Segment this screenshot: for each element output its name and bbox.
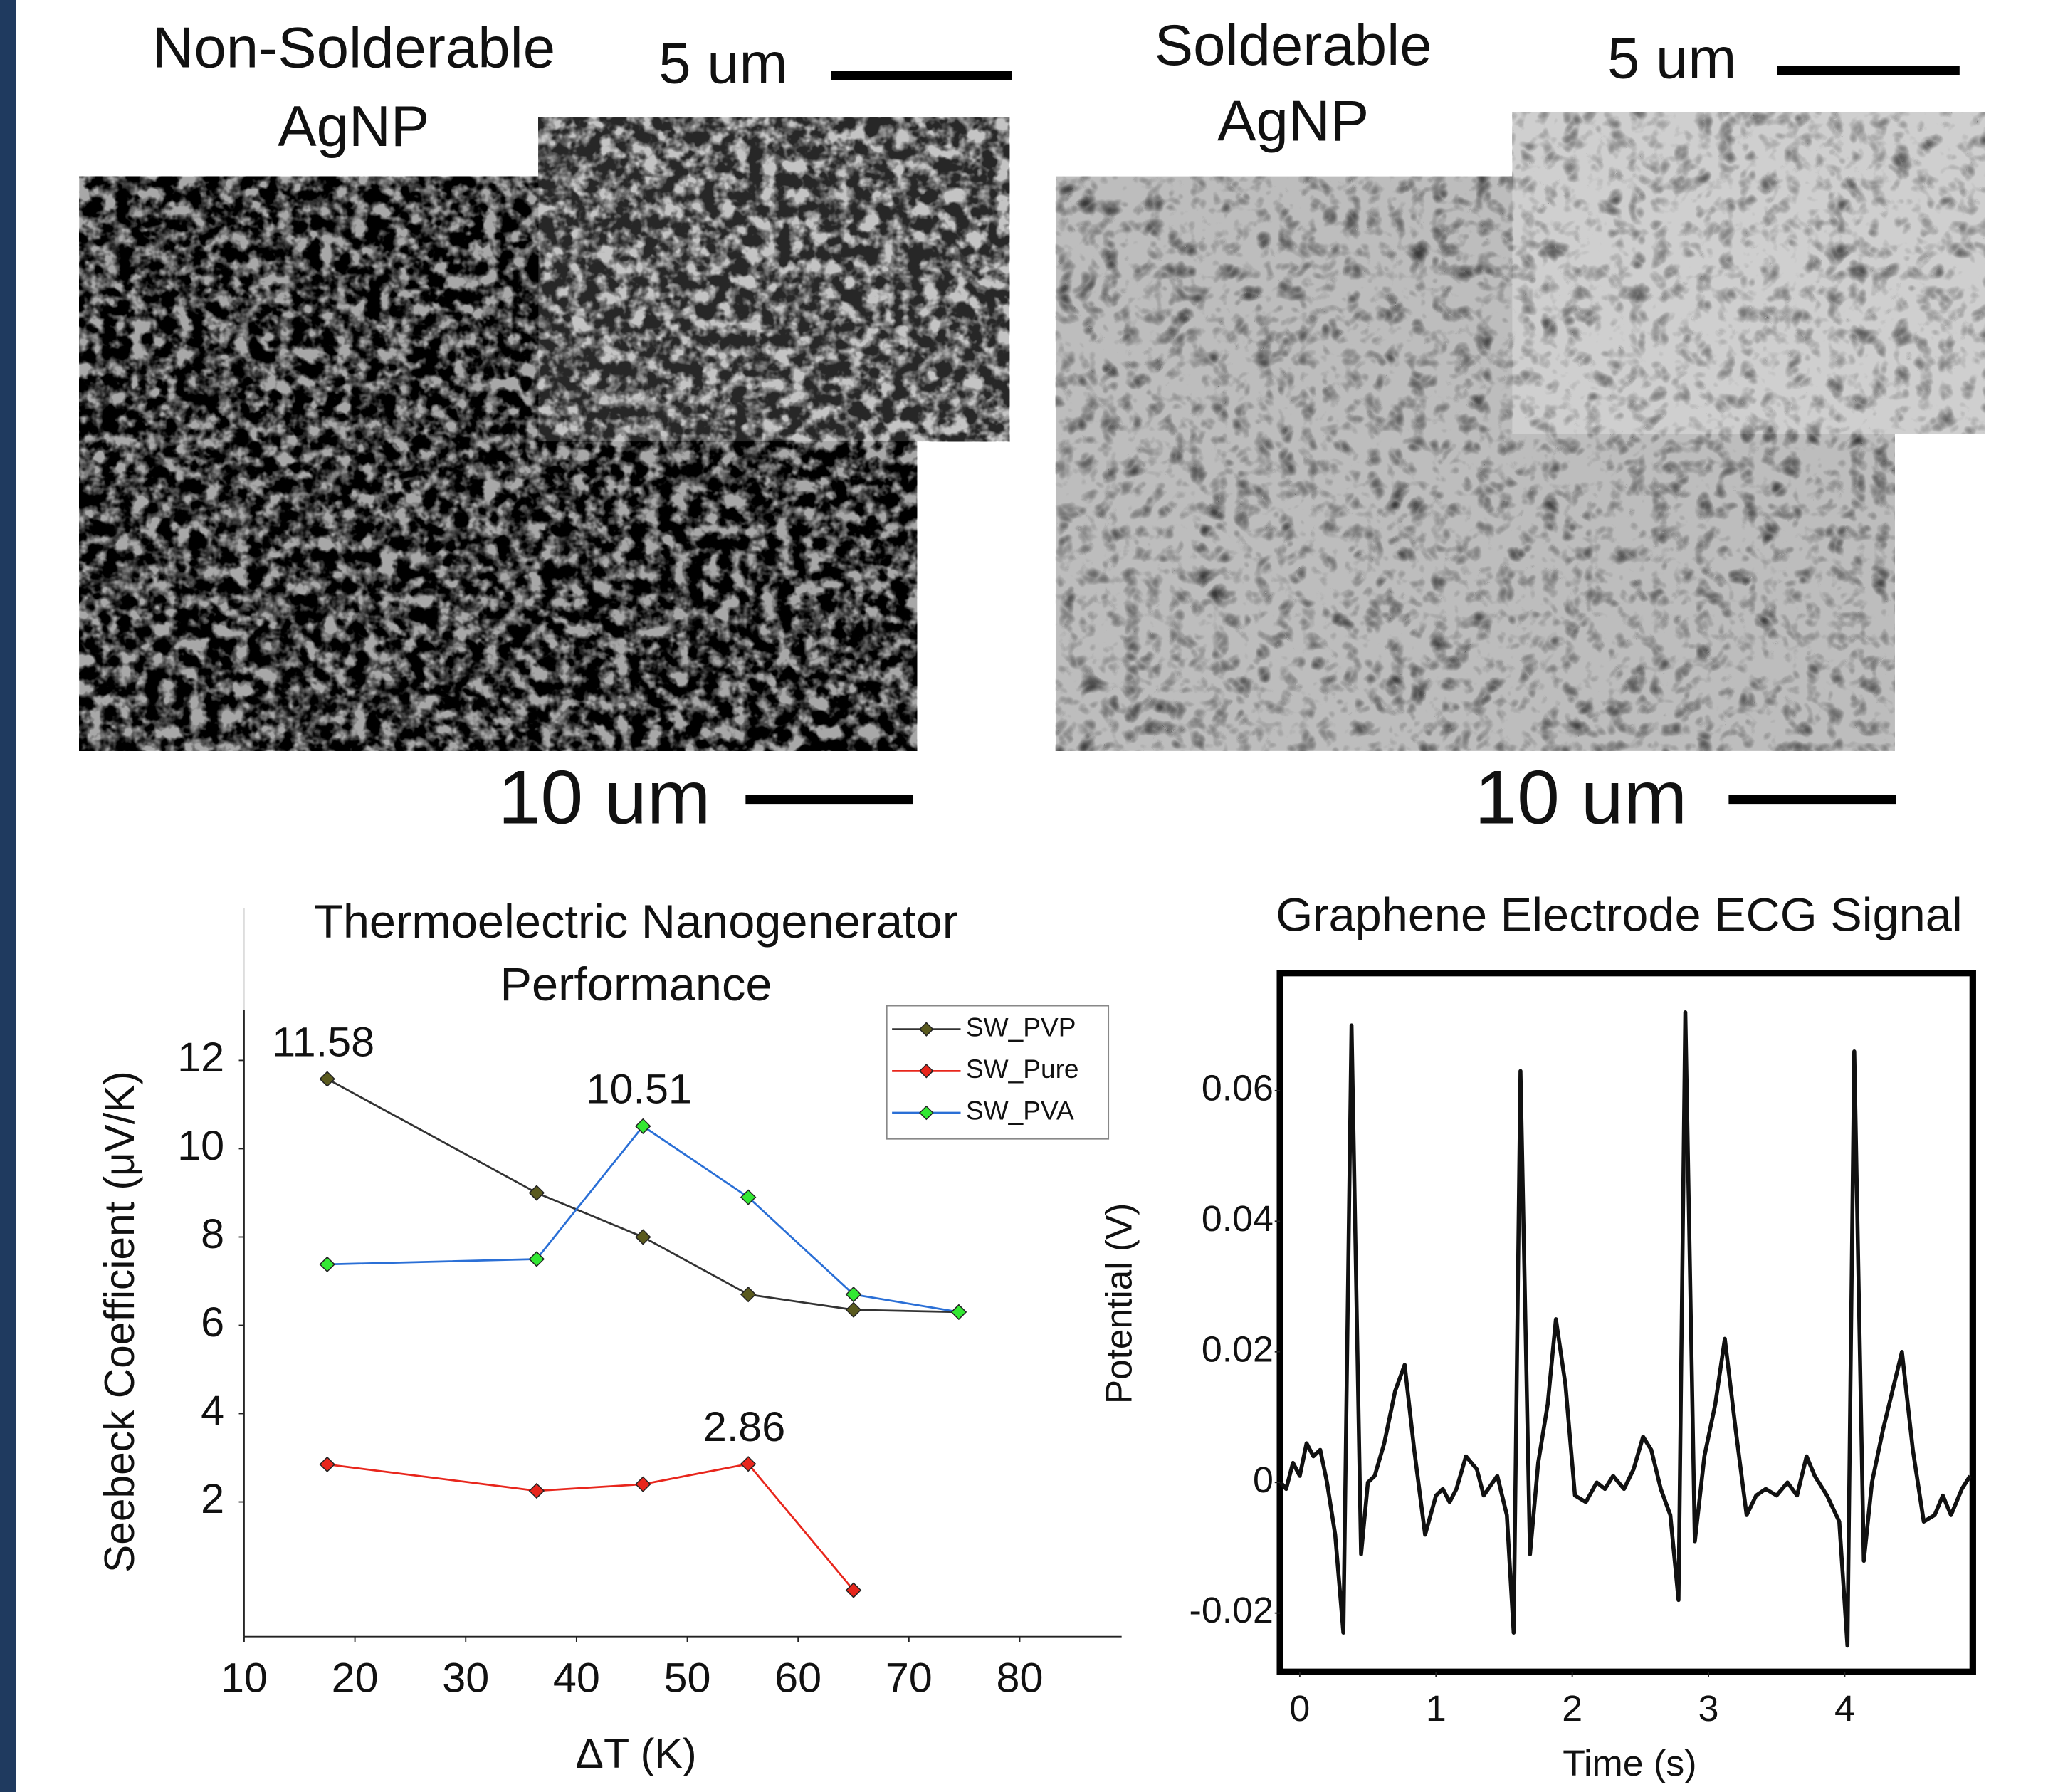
y-axis-label: Seebeck Coefficient (μV/K) [96, 1071, 143, 1573]
point-marker [528, 1482, 545, 1499]
y-axis-label: Potential (V) [1098, 1203, 1139, 1405]
x-tick-label: 2 [1562, 1687, 1582, 1729]
point-marker [319, 1456, 335, 1472]
x-tick-label: 4 [1834, 1687, 1855, 1729]
x-tick-label: 40 [553, 1655, 600, 1702]
x-tick-label: 70 [886, 1655, 933, 1702]
point-marker [635, 1118, 651, 1134]
legend-marker [919, 1064, 934, 1079]
y-tick-label: 0 [1253, 1459, 1274, 1500]
value-label: 2.86 [703, 1403, 785, 1450]
plot-frame [1276, 970, 1976, 1675]
point-marker [635, 1229, 651, 1245]
point-marker [950, 1304, 967, 1321]
x-tick-label: 10 [221, 1655, 268, 1702]
x-tick-label: 0 [1289, 1687, 1310, 1729]
y-tick-label: 0.04 [1202, 1198, 1274, 1239]
point-marker [319, 1071, 335, 1087]
sem-title: Non-Solderable [152, 16, 555, 80]
sem-title: AgNP [1217, 90, 1369, 154]
legend-label: SW_Pure [966, 1054, 1079, 1084]
inset-scale-label: 5 um [1607, 27, 1736, 91]
series-line [327, 1462, 855, 1591]
series-line [1278, 1010, 1972, 1648]
point-marker [740, 1286, 757, 1303]
x-tick-label: 60 [774, 1655, 821, 1702]
series-line [327, 1125, 960, 1314]
x-tick-label: 20 [332, 1655, 379, 1702]
point-marker [740, 1189, 757, 1205]
x-axis-label: ΔT (K) [575, 1730, 696, 1777]
point-marker [845, 1301, 862, 1318]
y-tick-label: 6 [201, 1299, 224, 1346]
value-label: 11.58 [272, 1019, 374, 1066]
point-marker [740, 1456, 757, 1472]
point-marker [845, 1286, 862, 1303]
y-tick-label: 4 [201, 1387, 224, 1434]
x-tick-label: 80 [996, 1655, 1043, 1702]
point-marker [528, 1251, 545, 1267]
x-tick-label: 3 [1698, 1687, 1719, 1729]
sem-title: AgNP [278, 95, 429, 159]
value-label: 10.51 [587, 1066, 692, 1113]
chart-title: Graphene Electrode ECG Signal [1276, 889, 1962, 941]
inset-scale-label: 5 um [658, 32, 787, 96]
y-tick-label: 8 [201, 1210, 224, 1257]
y-tick-label: 10 [177, 1122, 224, 1169]
sem-inset-texture [1512, 112, 1985, 434]
side-strip [0, 0, 16, 1792]
y-tick-label: -0.02 [1190, 1589, 1274, 1630]
legend-marker [919, 1105, 934, 1121]
x-tick-label: 1 [1426, 1687, 1446, 1729]
sem-inset-texture [538, 117, 1010, 442]
x-tick-label: 30 [442, 1655, 489, 1702]
y-tick-label: 2 [201, 1475, 224, 1522]
scale-label: 10 um [1474, 755, 1687, 839]
point-marker [845, 1582, 862, 1598]
point-marker [528, 1185, 545, 1201]
sem-title: Solderable [1155, 14, 1432, 78]
x-tick-label: 50 [664, 1655, 711, 1702]
legend-label: SW_PVP [966, 1012, 1076, 1042]
title-line: Graphene Electrode ECG Signal [1276, 889, 1962, 941]
chart-title: Thermoelectric Nanogenerator Performance [314, 896, 958, 1011]
point-marker [635, 1476, 651, 1492]
point-marker [319, 1256, 335, 1273]
legend-marker [919, 1022, 934, 1037]
y-tick-label: 12 [177, 1034, 224, 1081]
scale-label: 10 um [498, 755, 711, 839]
legend-label: SW_PVA [966, 1096, 1074, 1126]
title-line: Thermoelectric Nanogenerator [314, 896, 958, 948]
y-tick-label: 0.02 [1202, 1329, 1274, 1370]
title-line: Performance [500, 958, 772, 1011]
series-line [327, 1078, 959, 1314]
x-axis-label: Time (s) [1563, 1742, 1696, 1783]
y-tick-label: 0.06 [1202, 1067, 1274, 1109]
